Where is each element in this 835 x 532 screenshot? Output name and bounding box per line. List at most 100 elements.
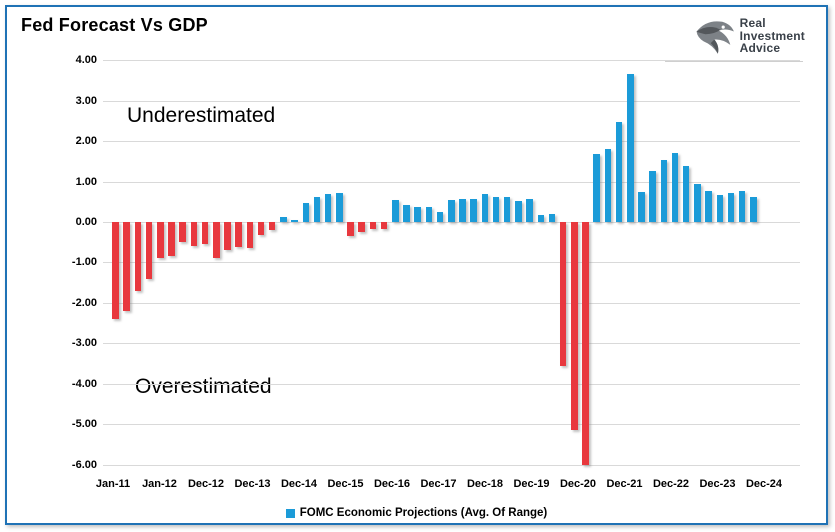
bar-positive bbox=[336, 192, 343, 222]
y-axis-tick-label: 3.00 bbox=[75, 94, 97, 107]
y-axis-tick-label: -5.00 bbox=[71, 418, 97, 431]
gridline bbox=[103, 383, 800, 385]
bar-positive bbox=[515, 200, 522, 222]
brand-line-1: Real bbox=[739, 16, 766, 31]
bar-positive bbox=[459, 198, 466, 222]
brand-line-2: Investment bbox=[739, 28, 805, 43]
x-axis-tick-label: Dec-18 bbox=[466, 478, 504, 490]
x-axis-tick-label: Dec-21 bbox=[606, 478, 643, 490]
bar-negative bbox=[246, 222, 254, 249]
bar-positive bbox=[593, 154, 600, 222]
bar-positive bbox=[414, 207, 421, 222]
bar-negative bbox=[201, 222, 209, 245]
bar-positive bbox=[671, 153, 679, 222]
bar-negative bbox=[559, 222, 567, 366]
brand-logo: Real Investment Advice bbox=[693, 15, 805, 57]
bar-positive bbox=[627, 74, 634, 222]
brand-line-3: Advice bbox=[739, 41, 781, 56]
x-axis-tick-label: Dec-20 bbox=[559, 478, 597, 490]
bar-positive bbox=[470, 199, 477, 222]
bar-negative bbox=[235, 222, 242, 248]
bar-negative bbox=[358, 222, 365, 232]
gridline bbox=[103, 343, 800, 345]
x-axis-tick-label: Dec-19 bbox=[513, 478, 550, 490]
chart-legend: FOMC Economic Projections (Avg. Of Range… bbox=[7, 507, 826, 519]
bar-positive bbox=[392, 200, 399, 222]
x-axis-tick-label: Dec-24 bbox=[745, 478, 783, 490]
bar-negative bbox=[123, 222, 130, 312]
bar-negative bbox=[145, 222, 153, 279]
y-axis-tick-label: 4.00 bbox=[75, 54, 97, 67]
x-axis-tick-label: Dec-22 bbox=[652, 478, 690, 490]
eagle-icon bbox=[696, 21, 734, 54]
underestimated-label: Underestimated bbox=[127, 104, 276, 127]
chart-title: Fed Forecast Vs GDP bbox=[21, 15, 208, 35]
bar-positive bbox=[492, 196, 500, 222]
y-axis-tick-label: 0.00 bbox=[75, 216, 97, 228]
bar-negative bbox=[369, 222, 377, 230]
bar-positive bbox=[615, 122, 623, 222]
y-axis-tick-label: -4.00 bbox=[71, 377, 97, 390]
bar-negative bbox=[190, 222, 198, 247]
bar-positive bbox=[448, 200, 455, 222]
bar-positive bbox=[302, 203, 310, 222]
y-axis-tick-label: -2.00 bbox=[71, 296, 97, 309]
bar-negative bbox=[179, 222, 186, 243]
y-axis-tick-label: -6.00 bbox=[71, 458, 97, 471]
bar-negative bbox=[134, 222, 142, 291]
bar-positive bbox=[660, 160, 668, 222]
gridline bbox=[103, 60, 800, 62]
x-axis-tick-label: Dec-12 bbox=[187, 478, 225, 490]
bar-positive bbox=[425, 206, 433, 222]
x-axis-tick-label: Jan-12 bbox=[142, 478, 177, 490]
bar-positive bbox=[324, 194, 332, 222]
bar-positive bbox=[694, 184, 701, 222]
bar-positive bbox=[503, 197, 511, 222]
bar-positive bbox=[638, 192, 645, 222]
gridline bbox=[103, 262, 800, 264]
x-axis-tick-label: Jan-11 bbox=[95, 478, 131, 490]
gridline bbox=[103, 222, 800, 223]
chart-frame: Fed Forecast Vs GDP Real Investment Advi… bbox=[5, 5, 828, 525]
bar-positive bbox=[604, 149, 612, 222]
x-axis-tick-label: Dec-16 bbox=[373, 478, 411, 490]
gridline bbox=[103, 100, 800, 102]
bar-negative bbox=[347, 222, 354, 237]
bar-positive bbox=[403, 205, 410, 222]
x-axis-tick-label: Dec-13 bbox=[234, 478, 271, 490]
bar-positive bbox=[291, 219, 298, 222]
gridline bbox=[103, 424, 800, 426]
brand-logo-text: Real Investment Advice bbox=[740, 17, 805, 55]
bar-positive bbox=[313, 197, 321, 222]
x-axis-tick-label: Dec-17 bbox=[420, 478, 457, 490]
bar-positive bbox=[750, 197, 757, 222]
gridline bbox=[103, 181, 800, 183]
x-axis-tick-label: Dec-23 bbox=[699, 478, 736, 490]
bar-negative bbox=[168, 222, 175, 257]
bar-positive bbox=[436, 211, 444, 222]
bar-negative bbox=[380, 222, 388, 230]
header-divider bbox=[665, 61, 803, 62]
bar-positive bbox=[738, 190, 746, 222]
bar-positive bbox=[481, 194, 489, 222]
bar-negative bbox=[582, 222, 589, 465]
gridline bbox=[103, 464, 800, 466]
y-axis-tick-label: -3.00 bbox=[71, 337, 97, 350]
bar-positive bbox=[649, 171, 656, 222]
overestimated-label: Overestimated bbox=[135, 375, 272, 398]
bar-positive bbox=[526, 199, 533, 222]
y-axis-tick-label: -1.00 bbox=[71, 256, 97, 269]
y-axis-tick-label: 2.00 bbox=[75, 135, 97, 148]
bar-negative bbox=[268, 222, 276, 231]
bar-positive bbox=[705, 190, 712, 222]
bar-positive bbox=[716, 194, 724, 222]
bar-positive bbox=[280, 217, 287, 222]
bar-negative bbox=[571, 222, 578, 431]
x-axis-tick-label: Dec-15 bbox=[327, 478, 364, 490]
bar-negative bbox=[213, 222, 220, 259]
bar-positive bbox=[682, 166, 690, 222]
bar-positive bbox=[727, 193, 735, 222]
bar-positive bbox=[537, 215, 545, 222]
legend-swatch-icon bbox=[285, 508, 295, 518]
bar-negative bbox=[112, 222, 119, 320]
